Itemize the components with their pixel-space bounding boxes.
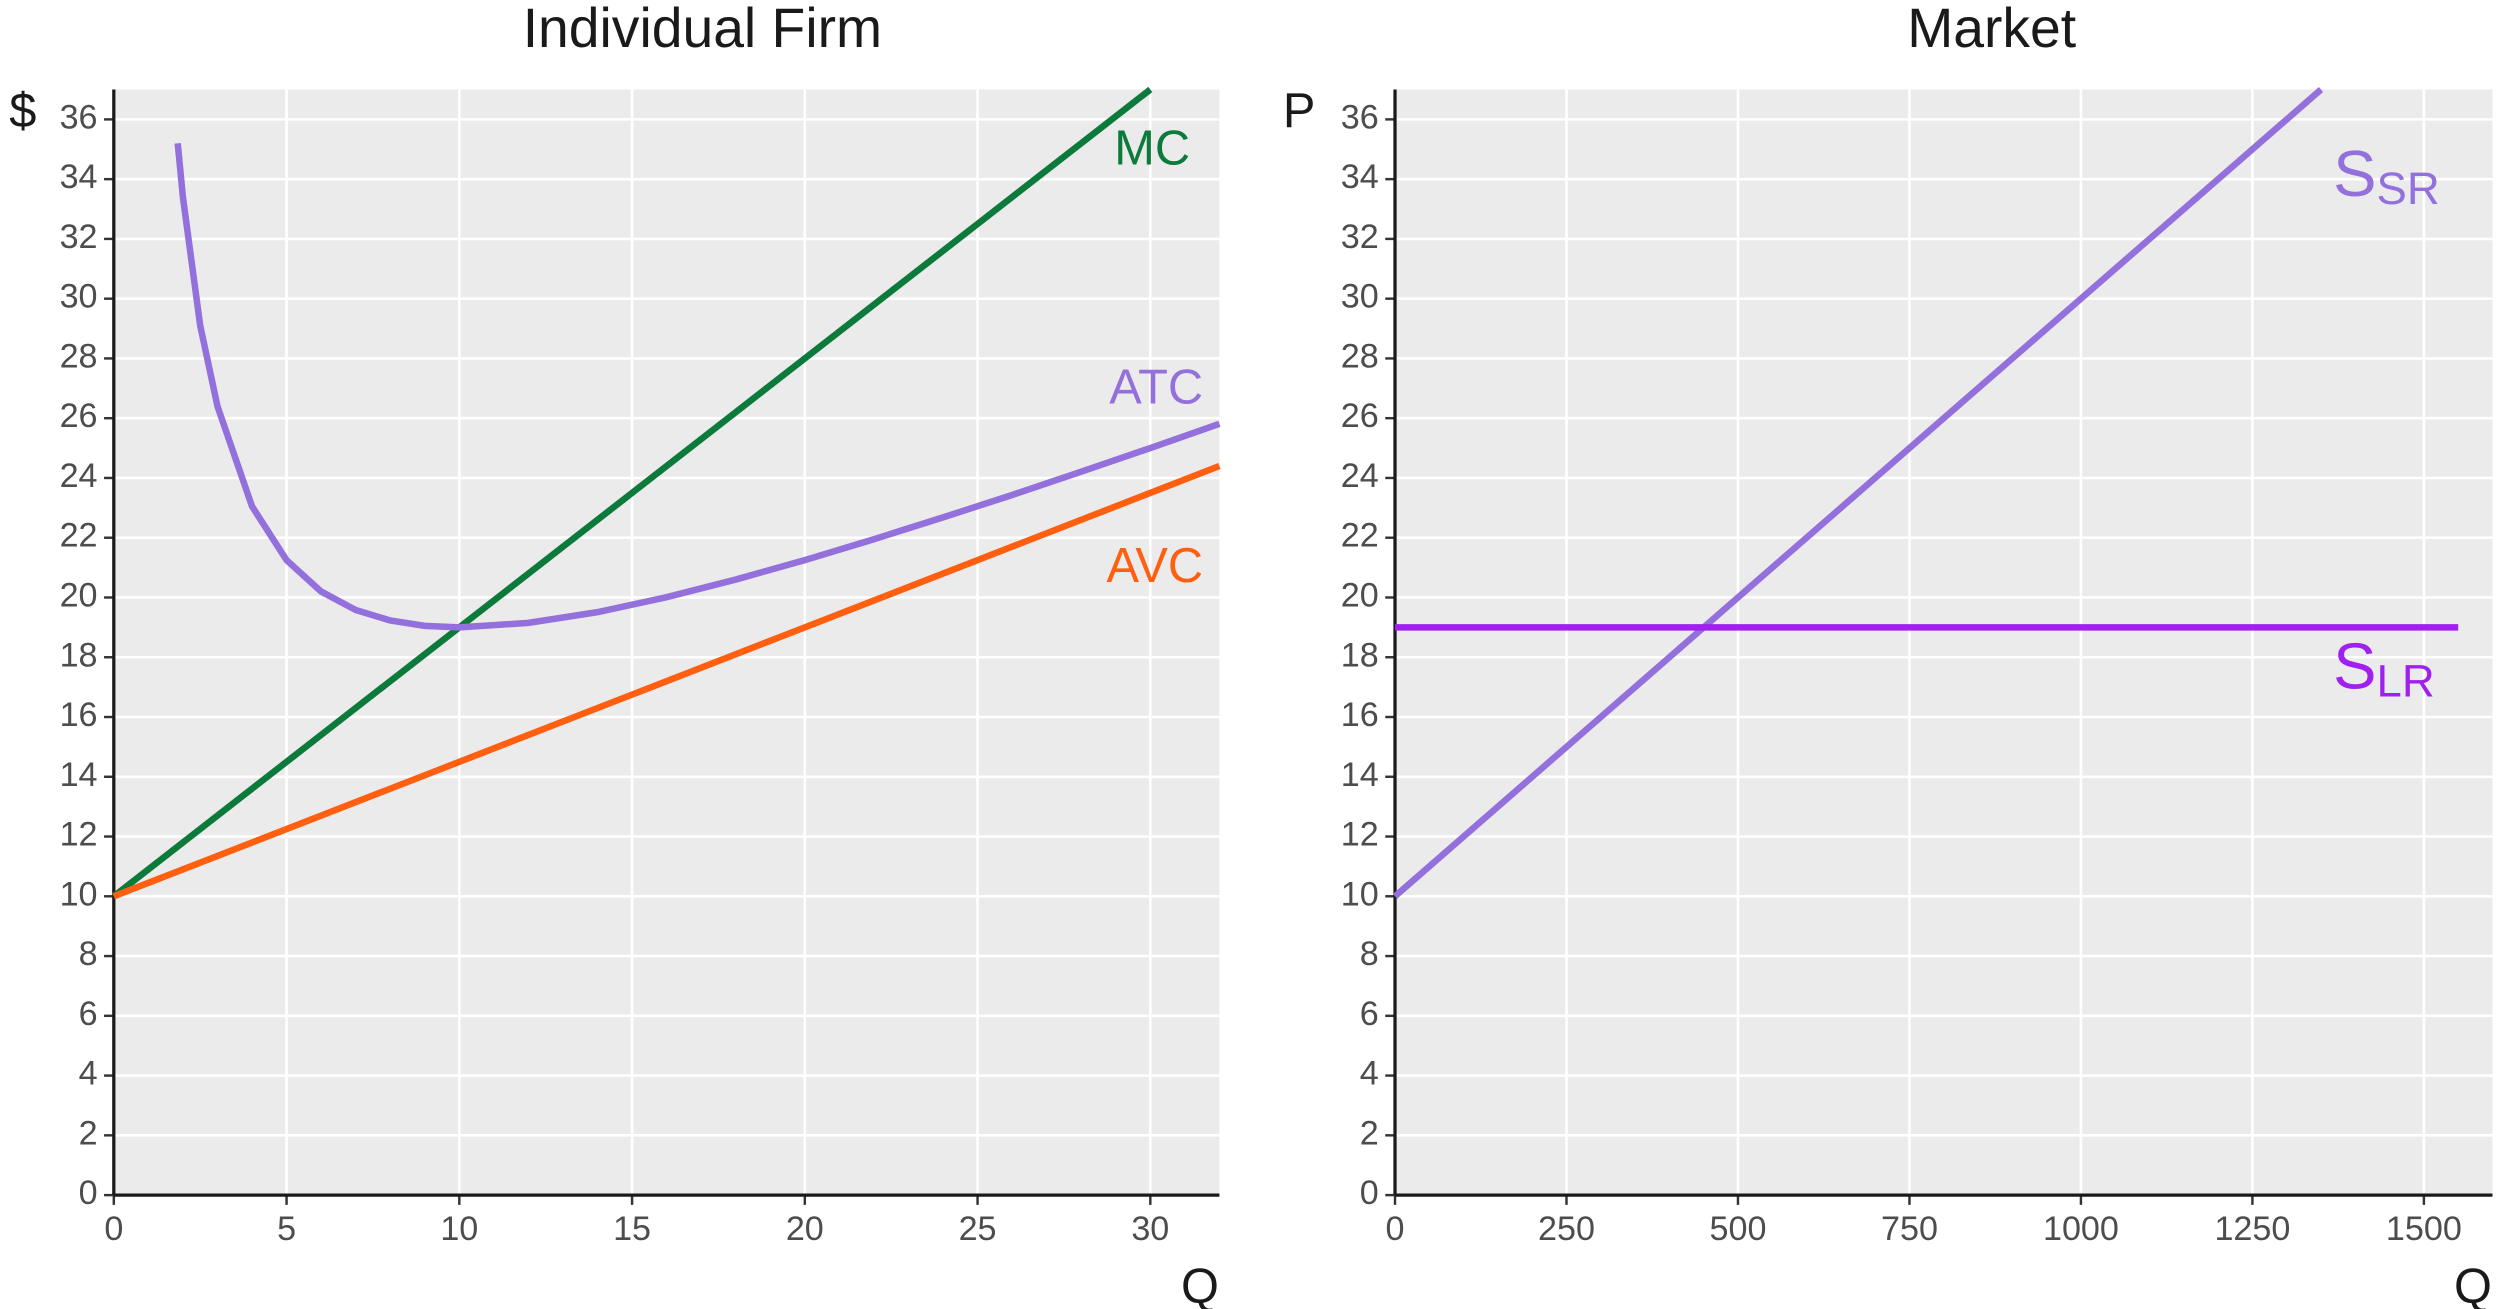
y-tick-label: 6 <box>1360 995 1379 1033</box>
x-tick-label: 0 <box>104 1210 123 1248</box>
chart-title: Market <box>1907 0 2076 59</box>
series-label-main: AVC <box>1107 539 1204 593</box>
series-label-sub: LR <box>2377 656 2435 707</box>
y-tick-label: 0 <box>1360 1174 1379 1212</box>
x-tick-label: 5 <box>277 1210 296 1248</box>
series-label-main: ATC <box>1109 360 1203 414</box>
y-tick-label: 10 <box>1341 875 1379 913</box>
y-tick-label: 24 <box>60 457 98 495</box>
plot-background <box>113 89 1220 1196</box>
y-tick-label: 30 <box>60 278 98 316</box>
x-tick-label: 30 <box>1131 1210 1169 1248</box>
series-label: MC <box>1114 121 1190 175</box>
y-tick-label: 8 <box>1360 935 1379 973</box>
series-label-sub: SR <box>2377 163 2440 214</box>
y-tick-label: 36 <box>1341 98 1379 136</box>
y-tick-label: 12 <box>60 816 98 854</box>
chart-title: Individual Firm <box>523 0 882 59</box>
x-axis-label: Q <box>1181 1259 1219 1309</box>
y-tick-label: 0 <box>79 1174 98 1212</box>
series-label-main: S <box>2333 630 2376 703</box>
y-tick-label: 34 <box>1341 158 1379 196</box>
y-tick-label: 12 <box>1341 816 1379 854</box>
series-label-main: MC <box>1114 121 1190 175</box>
y-tick-label: 28 <box>1341 337 1379 375</box>
y-tick-label: 36 <box>60 98 98 136</box>
y-tick-label: 26 <box>1341 397 1379 435</box>
x-tick-label: 0 <box>1386 1210 1405 1248</box>
y-tick-label: 26 <box>60 397 98 435</box>
series-line <box>111 86 1153 899</box>
y-tick-label: 2 <box>1360 1114 1379 1152</box>
y-tick-label: 18 <box>1341 636 1379 674</box>
y-tick-label: 16 <box>1341 696 1379 734</box>
series-label: ATC <box>1109 360 1203 414</box>
x-axis-label: Q <box>2454 1259 2492 1309</box>
x-tick-label: 1250 <box>2214 1210 2290 1248</box>
series-label: SSR <box>2333 137 2440 214</box>
series-line <box>112 462 1221 900</box>
y-tick-label: 18 <box>60 636 98 674</box>
y-tick-label: 4 <box>1360 1055 1379 1093</box>
y-tick-label: 14 <box>60 756 98 794</box>
y-tick-label: 32 <box>60 218 98 256</box>
x-tick-label: 250 <box>1538 1210 1595 1248</box>
y-tick-label: 24 <box>1341 457 1379 495</box>
x-tick-label: 1500 <box>2386 1210 2462 1248</box>
y-tick-label: 4 <box>79 1055 98 1093</box>
x-tick-label: 500 <box>1710 1210 1767 1248</box>
y-axis-label: $ <box>9 84 36 138</box>
x-tick-label: 15 <box>613 1210 651 1248</box>
y-tick-label: 32 <box>1341 218 1379 256</box>
y-tick-label: 30 <box>1341 278 1379 316</box>
y-tick-label: 20 <box>60 576 98 614</box>
plot-background <box>1395 89 2493 1196</box>
series-line <box>174 142 1221 631</box>
y-tick-label: 6 <box>79 995 98 1033</box>
y-tick-label: 22 <box>60 517 98 555</box>
x-tick-label: 10 <box>440 1210 478 1248</box>
x-tick-label: 1000 <box>2043 1210 2119 1248</box>
y-tick-label: 34 <box>60 158 98 196</box>
x-tick-label: 25 <box>959 1210 997 1248</box>
series-line <box>1392 87 2324 899</box>
y-tick-label: 14 <box>1341 756 1379 794</box>
x-tick-label: 20 <box>786 1210 824 1248</box>
y-tick-label: 2 <box>79 1114 98 1152</box>
series-label: SLR <box>2333 630 2435 707</box>
y-tick-label: 22 <box>1341 517 1379 555</box>
x-tick-label: 750 <box>1881 1210 1938 1248</box>
y-tick-label: 8 <box>79 935 98 973</box>
series-label-main: S <box>2333 137 2376 210</box>
y-tick-label: 20 <box>1341 576 1379 614</box>
y-tick-label: 10 <box>60 875 98 913</box>
y-tick-label: 28 <box>60 337 98 375</box>
series-label: AVC <box>1107 539 1204 593</box>
y-tick-label: 16 <box>60 696 98 734</box>
y-axis-label: P <box>1283 84 1316 138</box>
